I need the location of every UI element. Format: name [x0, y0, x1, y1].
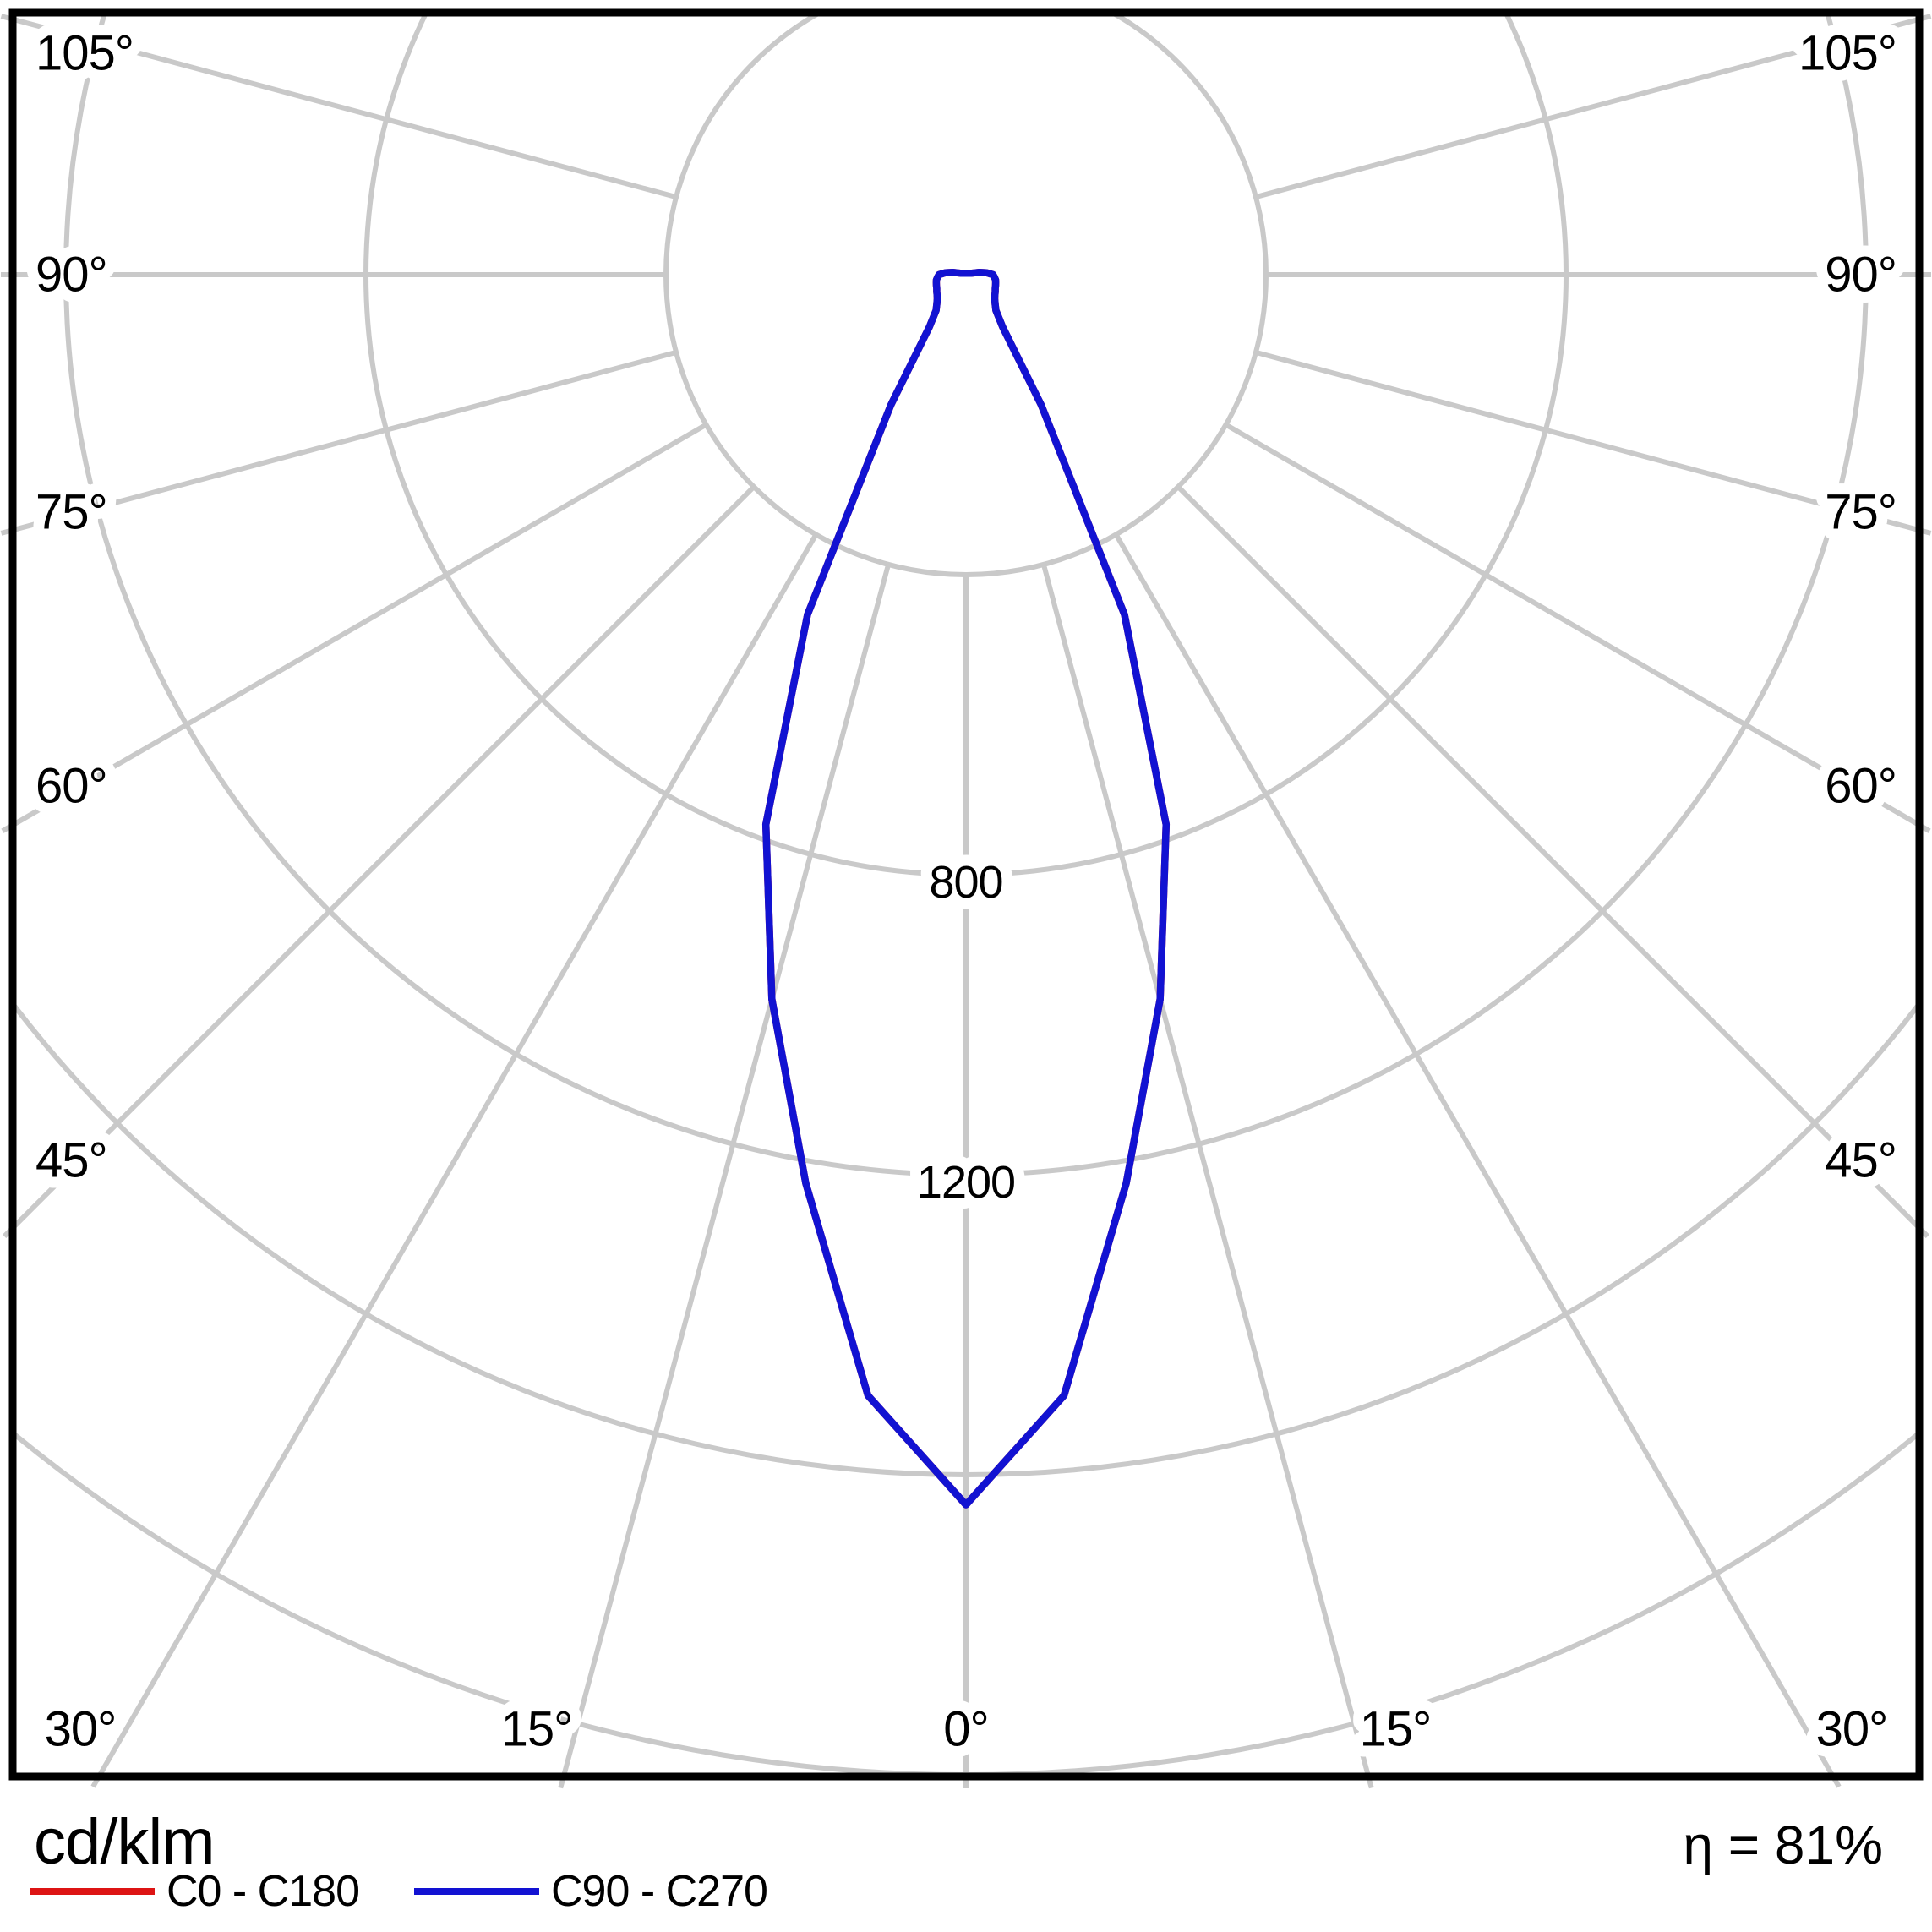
angle-gridline-ray: [558, 564, 892, 1789]
legend-swatch-c0-c180: [30, 1888, 155, 1895]
angle-tick-label: 15°: [501, 1702, 573, 1757]
legend-item-c0-c180: C0 - C180: [30, 1866, 360, 1917]
radial-gridline-circle: [663, 16, 1269, 577]
angle-gridline-ray: [0, 349, 677, 536]
angle-tick-label: 0°: [943, 1702, 988, 1757]
angle-tick-label: 60°: [1825, 759, 1897, 814]
legend-label-c90-c270: C90 - C270: [551, 1867, 768, 1916]
angle-gridline-ray: [1040, 564, 1374, 1789]
angle-tick-label: 30°: [45, 1702, 117, 1757]
radius-tick-label: 800: [929, 857, 1002, 908]
angle-tick-label: 90°: [35, 248, 107, 303]
efficiency-value: η = 81%: [1683, 1815, 1883, 1875]
angle-gridline-ray: [1113, 532, 1842, 1788]
angle-gridline-ray: [1224, 422, 1931, 833]
angle-tick-label: 15°: [1360, 1702, 1432, 1757]
angle-tick-label: 30°: [1816, 1702, 1888, 1757]
angle-gridline-ray: [1255, 349, 1932, 536]
angle-tick-label: 75°: [1825, 484, 1897, 539]
legend-swatch-c90-c270: [414, 1888, 539, 1895]
angle-gridline-ray: [1255, 14, 1932, 200]
angle-gridline-ray: [1176, 484, 1930, 1239]
radius-tick-label: 1200: [917, 1157, 1015, 1208]
angle-tick-label: 90°: [1825, 248, 1897, 303]
photometric-curve-c90-c270: [761, 268, 1171, 1509]
angle-tick-label: 105°: [1798, 26, 1897, 81]
angle-tick-label: 45°: [1825, 1133, 1897, 1188]
angle-gridline-ray: [0, 14, 677, 200]
units-label: cd/klm: [34, 1806, 216, 1878]
angle-tick-label: 60°: [35, 759, 107, 814]
angle-gridline-ray: [2, 484, 756, 1239]
legend: C0 - C180 C90 - C270: [0, 1866, 1932, 1925]
angle-tick-label: 75°: [35, 484, 107, 539]
angle-tick-label: 105°: [35, 26, 134, 81]
polar-grid: [0, 14, 1932, 1789]
legend-label-c0-c180: C0 - C180: [166, 1867, 360, 1916]
legend-item-c90-c270: C90 - C270: [414, 1866, 768, 1917]
angle-gridline-ray: [90, 532, 819, 1788]
chart-frame: [8, 8, 1924, 1781]
angle-tick-label: 45°: [35, 1133, 107, 1188]
angle-gridline-ray: [1, 422, 708, 833]
